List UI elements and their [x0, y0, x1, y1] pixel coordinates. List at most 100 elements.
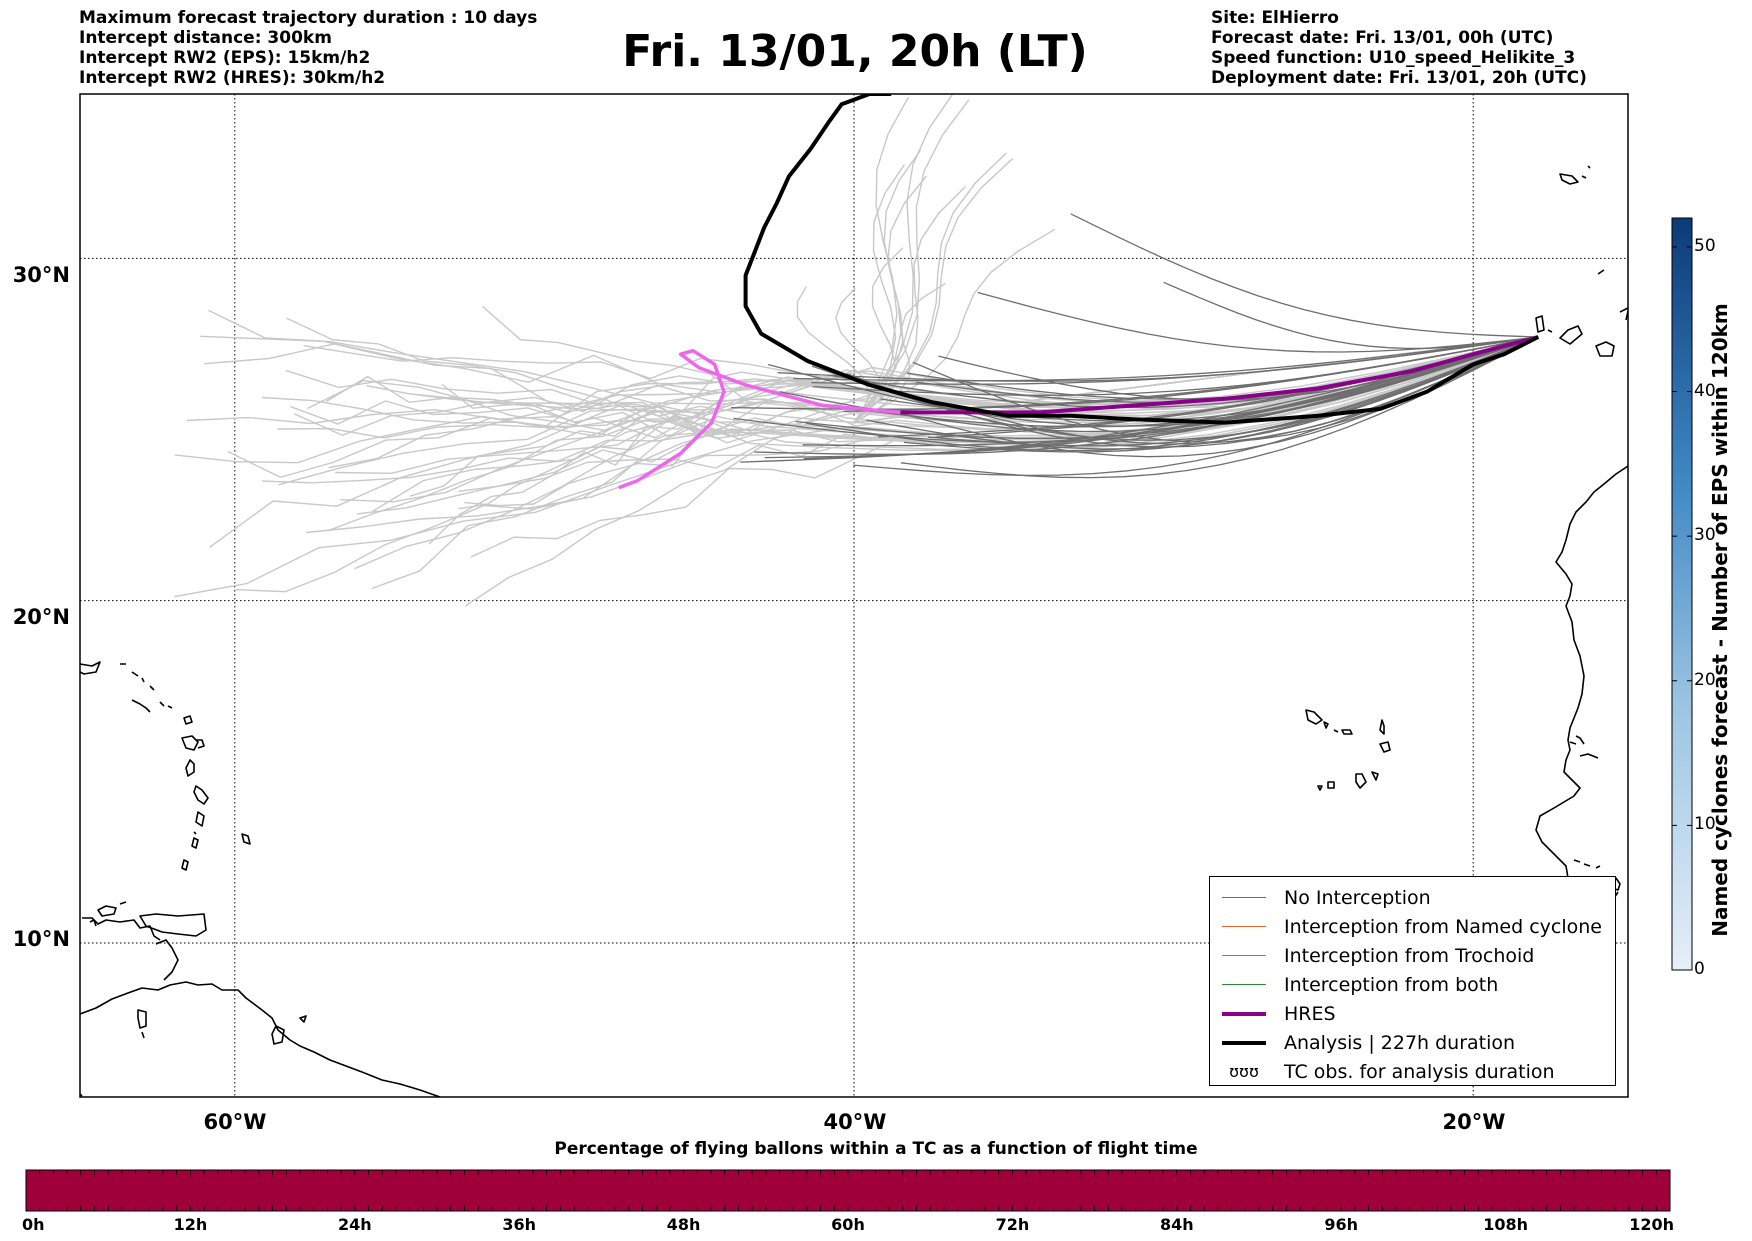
legend: No Interception Interception from Named … [1209, 876, 1616, 1086]
coast-santiago [1355, 773, 1367, 789]
bottom-bar-graphic [25, 1169, 1671, 1212]
bottom-bar-tick-label: 84h [1159, 1215, 1194, 1234]
coast-la-palma [1535, 315, 1545, 333]
coast-small-islands-north [131, 699, 173, 713]
hres-trajectory-extended [618, 348, 901, 490]
legend-item-hres: HRES [1210, 999, 1615, 1028]
coast-margarita [137, 1009, 147, 1039]
legend-item-both: Interception from both [1210, 970, 1615, 999]
coastlines [80, 165, 1628, 1097]
site-parameters: Site: ElHierro Forecast date: Fri. 13/01… [1211, 8, 1587, 88]
eps-trajectory-light [458, 336, 1539, 510]
legend-swatch-no-interception [1222, 897, 1266, 898]
coast-santo-antao [1305, 709, 1323, 725]
lat-label-30n: 30°N [12, 263, 70, 287]
coast-madeira [1559, 173, 1587, 185]
eps-trajectory-no-interception [927, 336, 1539, 447]
param-site: Site: ElHierro [1211, 8, 1339, 28]
coast-gran-canaria [1595, 341, 1615, 357]
forecast-parameters: Maximum forecast trajectory duration : 1… [79, 8, 537, 88]
bottom-bar-title: Percentage of flying ballons within a TC… [554, 1139, 1198, 1159]
coast-sao-nicolau [1341, 729, 1353, 735]
eps-trajectory-no-interception [977, 291, 1539, 353]
param-intercept-distance: Intercept distance: 300km [79, 28, 332, 48]
legend-label-tc-obs: TC obs. for analysis duration [1284, 1060, 1555, 1083]
legend-swatch-hres [1222, 1011, 1266, 1016]
coast-sao-vicente [1323, 721, 1339, 733]
eps-trajectory-no-interception [733, 336, 1539, 443]
coast-fogo [1327, 781, 1335, 789]
bottom-bar-tick-label: 24h [337, 1215, 372, 1234]
coast-virgin-islands [120, 663, 155, 691]
bottom-bar-tick-label: 60h [831, 1215, 865, 1234]
coast-brava [1317, 785, 1323, 791]
colorbar-tick-label: 30 [1694, 525, 1716, 546]
bottom-bar-tick-label: 96h [1324, 1215, 1359, 1234]
coast-bissagos [1573, 859, 1601, 869]
coast-sal [1379, 719, 1385, 735]
legend-item-no-interception: No Interception [1210, 883, 1615, 912]
colorbar-gradient [1671, 217, 1693, 971]
legend-item-analysis: Analysis | 227h duration [1210, 1028, 1615, 1057]
param-intercept-hres: Intercept RW2 (HRES): 30km/h2 [79, 68, 386, 88]
bottom-bar-tick-label: 0h [22, 1215, 45, 1234]
eps-trajectory-no-interception [754, 336, 1539, 455]
coast-antigua [183, 715, 193, 725]
eps-trajectory-no-interception [803, 336, 1539, 460]
coast-lanzarote [1597, 269, 1605, 275]
eps-trajectory-no-interception [793, 336, 1539, 382]
bottom-bar-tick-label: 48h [666, 1215, 701, 1234]
lat-label-10n: 10°N [12, 927, 70, 951]
lon-label-20w: 20°W [1442, 1110, 1506, 1134]
coast-africa [1535, 465, 1628, 907]
coast-tenerife [1559, 325, 1583, 345]
bottom-bar-tick-marks [25, 1170, 1671, 1211]
bottom-bar-tick-label: 12h [173, 1215, 208, 1234]
legend-item-named-cyclone: Interception from Named cyclone [1210, 912, 1615, 941]
legend-swatch-trochoid [1222, 955, 1266, 956]
eps-trajectory-no-interception [1070, 213, 1539, 338]
legend-item-tc-obs: ʊʊʊ TC obs. for analysis duration [1210, 1057, 1615, 1086]
lat-label-20n: 20°N [12, 605, 70, 629]
param-forecast-date: Forecast date: Fri. 13/01, 00h (UTC) [1211, 28, 1554, 48]
eps-trajectory-light [305, 336, 1539, 534]
colorbar-tick-label: 50 [1694, 235, 1716, 256]
coast-trinidad [271, 1025, 285, 1045]
colorbar-tick-label: 0 [1694, 959, 1705, 979]
tc-symbol-icon: ʊʊʊ [1229, 1062, 1259, 1081]
eps-trajectory-light [852, 164, 1539, 424]
map-gridlines [80, 94, 1628, 1097]
bottom-bar-tick-label: 120h [1629, 1215, 1674, 1234]
eps-trajectory-light [851, 247, 1539, 424]
colorbar-tick-label: 10 [1694, 814, 1716, 835]
bottom-bar-tick-label: 72h [995, 1215, 1030, 1234]
eps-trajectory-light [174, 336, 1539, 598]
eps-trajectory-no-interception [811, 336, 1539, 385]
coast-venezuela-north [155, 939, 179, 981]
coast-porto-santo [1587, 165, 1591, 169]
legend-swatch-both [1222, 984, 1266, 985]
eps-trajectory-light [325, 336, 1539, 430]
coast-barbados [241, 833, 251, 845]
legend-swatch-analysis [1222, 1040, 1266, 1045]
coast-martinique [193, 785, 209, 805]
legend-label-hres: HRES [1284, 1002, 1336, 1025]
param-deployment-date: Deployment date: Fri. 13/01, 20h (UTC) [1211, 68, 1587, 88]
coast-st-vincent [191, 837, 199, 849]
coast-venezuela-islands [139, 913, 207, 937]
coast-grenada [181, 831, 197, 871]
coast-st-lucia [195, 811, 205, 827]
colorbar-tick-marks [1672, 246, 1692, 971]
legend-item-trochoid: Interception from Trochoid [1210, 941, 1615, 970]
coast-south-america [80, 981, 441, 1097]
coast-maio [1371, 771, 1379, 781]
coast-boa-vista [1379, 741, 1391, 753]
bottom-bar-tick-label: 108h [1483, 1215, 1528, 1234]
colorbar [1671, 217, 1693, 971]
legend-label-analysis: Analysis | 227h duration [1284, 1031, 1516, 1054]
colorbar-tick-label: 20 [1694, 669, 1716, 690]
coast-gomera [1547, 329, 1553, 333]
param-intercept-eps: Intercept RW2 (EPS): 15km/h2 [79, 48, 371, 68]
legend-swatch-named-cyclone [1222, 926, 1266, 927]
